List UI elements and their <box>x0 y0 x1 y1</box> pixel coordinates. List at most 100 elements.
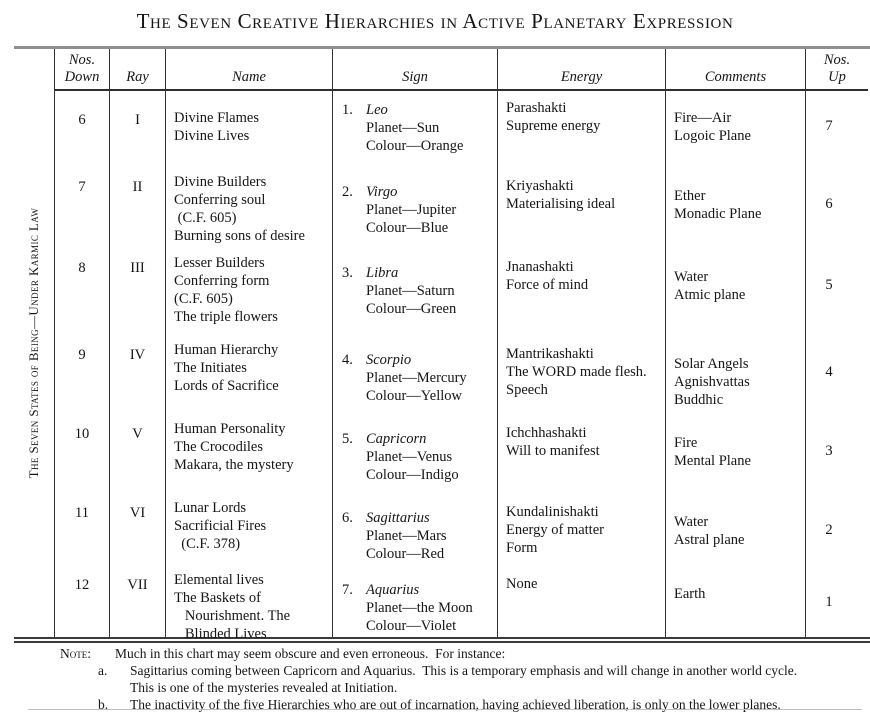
comments-cell: Earth <box>666 567 806 637</box>
nos-up-cell: 7 <box>825 118 833 134</box>
energy-lines: Parashakti Supreme energy <box>506 100 601 134</box>
comments-cell: Fire—Air Logoic Plane <box>666 91 806 169</box>
nos-up-cell: 6 <box>825 196 833 212</box>
sign-name: Aquarius <box>366 582 420 598</box>
side-label: The Seven States of Being—Under Karmic L… <box>26 207 41 479</box>
comments-lines: Water Astral plane <box>674 514 745 548</box>
ray-cell: II <box>110 169 166 250</box>
note-item-b-text: The inactivity of the five Hierarchies w… <box>130 697 781 712</box>
name-lines: Human Hierarchy The Initiates Lords of S… <box>174 342 279 394</box>
ray-cell: VII <box>110 567 166 637</box>
energy-cell: Ichchhashakti Will to manifest <box>498 416 666 495</box>
nos-up-cell: 1 <box>825 594 833 610</box>
hierarchies-table: The Seven States of Being—Under Karmic L… <box>14 46 870 643</box>
sign-number: 3. <box>342 265 353 281</box>
comments-cell: Water Astral plane <box>666 495 806 567</box>
energy-cell: Kriyashakti Materialising ideal <box>498 169 666 250</box>
comments-cell: Solar Angels Agnishvattas Buddhic <box>666 337 806 416</box>
col-header-nos-down: Nos. Down <box>55 49 110 91</box>
energy-lines: Ichchhashakti Will to manifest <box>506 425 600 459</box>
sign-cell: 3. Libra Planet—Saturn Colour—Green <box>333 250 498 337</box>
comments-lines: Fire—Air Logoic Plane <box>674 110 751 144</box>
sign-number: 5. <box>342 431 353 447</box>
note-intro: Much in this chart may seem obscure and … <box>115 646 506 661</box>
col-header-comments: Comments <box>666 49 806 91</box>
sign-name: Virgo <box>366 184 398 200</box>
nos-down-cell: 8 <box>55 250 110 337</box>
sign-number: 2. <box>342 184 353 200</box>
energy-lines: Mantrikashakti The WORD made flesh. Spee… <box>506 346 647 398</box>
energy-cell: None <box>498 567 666 637</box>
energy-cell: Jnanashakti Force of mind <box>498 250 666 337</box>
sign-name: Capricorn <box>366 431 427 447</box>
sign-cell: 4. Scorpio Planet—Mercury Colour—Yellow <box>333 337 498 416</box>
sign-details: Planet—Mars Colour—Red <box>366 528 447 562</box>
energy-lines: None <box>506 576 538 592</box>
ray-cell: V <box>110 416 166 495</box>
nos-up-cell: 2 <box>825 522 833 538</box>
name-cell: Human Personality The Crocodiles Makara,… <box>166 416 333 495</box>
name-cell: Lesser Builders Conferring form (C.F. 60… <box>166 250 333 337</box>
sign-number: 4. <box>342 352 353 368</box>
sign-cell: 5. Capricorn Planet—Venus Colour—Indigo <box>333 416 498 495</box>
name-lines: Human Personality The Crocodiles Makara,… <box>174 421 294 473</box>
page-title: The Seven Creative Hierarchies in Active… <box>136 9 734 33</box>
comments-cell: Ether Monadic Plane <box>666 169 806 250</box>
nos-down-cell: 11 <box>55 495 110 567</box>
energy-cell: Mantrikashakti The WORD made flesh. Spee… <box>498 337 666 416</box>
sign-number: 6. <box>342 510 353 526</box>
sign-details: Planet—Mercury Colour—Yellow <box>366 370 467 404</box>
col-header-ray: Ray <box>110 49 166 91</box>
col-header-energy: Energy <box>498 49 666 91</box>
sign-cell: 6. Sagittarius Planet—Mars Colour—Red <box>333 495 498 567</box>
name-cell: Elemental lives The Baskets of Nourishme… <box>166 567 333 642</box>
name-cell: Divine Builders Conferring soul (C.F. 60… <box>166 169 333 250</box>
col-header-sign: Sign <box>333 49 498 91</box>
name-lines: Divine Builders Conferring soul (C.F. 60… <box>174 174 305 244</box>
sign-name: Scorpio <box>366 352 412 368</box>
col-header-nos-up: Nos. Up <box>806 49 868 91</box>
name-lines: Divine Flames Divine Lives <box>174 110 259 144</box>
name-cell: Divine Flames Divine Lives <box>166 91 333 169</box>
nos-up-cell: 3 <box>825 443 833 459</box>
note-item-b-marker: b. <box>98 697 109 712</box>
nos-down-cell: 7 <box>55 169 110 250</box>
energy-cell: Parashakti Supreme energy <box>498 91 666 169</box>
note-label: Note: <box>60 646 91 661</box>
sign-details: Planet—Venus Colour—Indigo <box>366 449 459 483</box>
sign-details: Planet—Sun Colour—Orange <box>366 120 464 154</box>
comments-lines: Ether Monadic Plane <box>674 188 762 222</box>
sign-cell: 7. Aquarius Planet—the Moon Colour—Viole… <box>333 567 498 637</box>
nos-down-cell: 6 <box>55 91 110 169</box>
ray-cell: I <box>110 91 166 169</box>
comments-cell: Water Atmic plane <box>666 250 806 337</box>
sign-details: Planet—Saturn Colour—Green <box>366 283 457 317</box>
comments-lines: Water Atmic plane <box>674 269 746 303</box>
note-item-a-marker: a. <box>98 663 108 678</box>
sign-name: Libra <box>366 265 399 281</box>
energy-lines: Jnanashakti Force of mind <box>506 259 589 293</box>
name-lines: Lunar Lords Sacrificial Fires (C.F. 378) <box>174 500 267 552</box>
note-item-a-text: Sagittarius coming between Capricorn and… <box>130 663 798 695</box>
sign-name: Sagittarius <box>366 510 430 526</box>
footnote: Note: Much in this chart may seem obscur… <box>60 645 860 713</box>
name-lines: Elemental lives The Baskets of Nourishme… <box>174 572 291 642</box>
sign-name: Leo <box>366 102 388 118</box>
sign-number: 1. <box>342 102 353 118</box>
side-label-cell: The Seven States of Being—Under Karmic L… <box>14 49 55 637</box>
sign-number: 7. <box>342 582 353 598</box>
nos-down-cell: 9 <box>55 337 110 416</box>
comments-lines: Solar Angels Agnishvattas Buddhic <box>674 356 750 408</box>
nos-up-cell: 5 <box>825 277 833 293</box>
sign-details: Planet—Jupiter Colour—Blue <box>366 202 457 236</box>
energy-lines: Kundalinishakti Energy of matter Form <box>506 504 604 556</box>
comments-lines: Earth <box>674 586 706 602</box>
col-header-name: Name <box>166 49 333 91</box>
ray-cell: III <box>110 250 166 337</box>
sign-details: Planet—the Moon Colour—Violet <box>366 600 473 634</box>
page-bottom-rule <box>28 709 862 710</box>
ray-cell: IV <box>110 337 166 416</box>
nos-down-cell: 10 <box>55 416 110 495</box>
sign-cell: 2. Virgo Planet—Jupiter Colour—Blue <box>333 169 498 250</box>
name-lines: Lesser Builders Conferring form (C.F. 60… <box>174 255 278 325</box>
